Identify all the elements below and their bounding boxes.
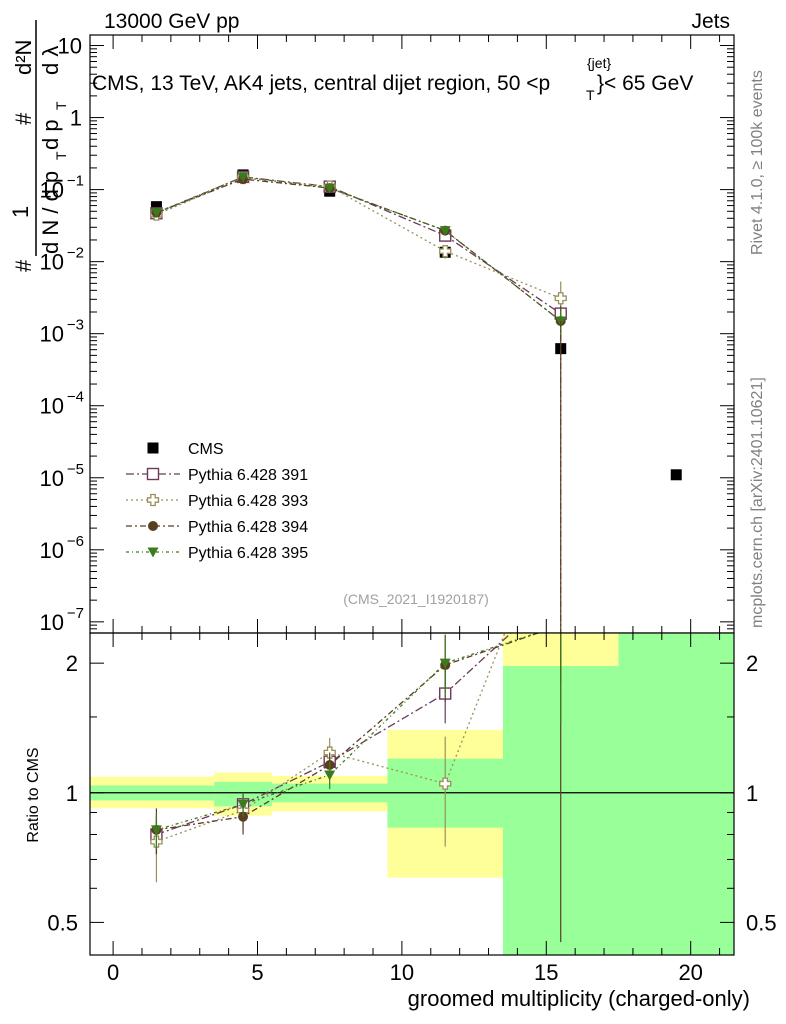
legend-marker-0 xyxy=(147,442,159,454)
x-tick-label-2: 10 xyxy=(390,960,414,985)
x-tick-label-1: 5 xyxy=(251,960,263,985)
ratio-point-3-0 xyxy=(150,825,162,836)
header-right-label: Jets xyxy=(691,10,730,33)
main-point-2-4 xyxy=(554,292,567,305)
rivet-version-label: Rivet 4.1.0, ≥ 100k events xyxy=(749,70,766,255)
x-tick-label-0: 0 xyxy=(107,960,119,985)
x-axis-label: groomed multiplicity (charged-only) xyxy=(408,986,750,1011)
main-ytick-exp-4: −3 xyxy=(67,317,84,334)
ratio-axis-ticks: 2 2 1 1 0.5 0.5 0 5 10 15 20 xyxy=(47,633,777,985)
ratio-point-3-3 xyxy=(439,658,451,669)
main-ytick-label-5: 10 xyxy=(40,394,64,419)
ratio-ytick-label-0: 2 xyxy=(66,651,78,676)
legend-marker-2 xyxy=(146,493,160,507)
ylabel-dp-sub: T xyxy=(53,101,69,110)
ratio-ytick-label-right-2: 0.5 xyxy=(746,910,777,935)
ylabel-den: d N / d p xyxy=(38,171,63,254)
plot-title-subscript: T xyxy=(586,87,595,103)
header-left-label: 13000 GeV pp xyxy=(104,10,239,33)
main-ytick-label-2: 10 xyxy=(40,178,64,203)
ylabel-num2: # xyxy=(11,112,36,125)
main-ytick-label-0: 10 xyxy=(58,34,82,59)
legend-marker-1 xyxy=(146,467,160,481)
plot-title: CMS, 13 TeV, AK4 jets, central dijet reg… xyxy=(92,55,693,103)
ylabel-hash: # xyxy=(11,259,36,272)
main-series-1 xyxy=(150,170,567,331)
ratio-ytick-label-1: 1 xyxy=(66,781,78,806)
ylabel-dlam: d λ xyxy=(38,46,63,75)
main-ytick-label-4: 10 xyxy=(40,322,64,347)
main-point-4-3 xyxy=(439,226,451,237)
main-series-line-2 xyxy=(156,177,561,299)
legend-label-0: CMS xyxy=(188,441,224,458)
main-ytick-label-1: 1 xyxy=(70,106,82,131)
main-plot-frame xyxy=(89,34,735,634)
plot-title-end: }< 65 GeV xyxy=(597,72,693,95)
main-point-4-1 xyxy=(237,172,249,183)
ratio-series-3 xyxy=(150,633,562,850)
main-ytick-exp-3: −2 xyxy=(67,245,84,262)
main-series-line-4 xyxy=(156,176,562,322)
main-series-2 xyxy=(150,171,567,324)
main-point-2-3 xyxy=(439,244,452,258)
ratio-series-line-2 xyxy=(156,633,541,831)
main-ytick-label-7: 10 xyxy=(40,538,64,563)
ylabel-den-sub: T xyxy=(53,151,69,160)
main-ytick-exp-8: −7 xyxy=(67,605,84,622)
main-ytick-exp-7: −6 xyxy=(67,533,84,550)
main-ytick-label-3: 10 xyxy=(40,250,64,275)
x-tick-label-4: 20 xyxy=(678,960,702,985)
ratio-point-3-2 xyxy=(324,770,336,781)
ratio-plot-frame xyxy=(89,632,735,956)
ylabel-one: 1 xyxy=(8,206,33,218)
mcplots-label: mcplots.cern.ch [arXiv:2401.10621] xyxy=(749,377,766,628)
main-ytick-exp-2: −1 xyxy=(67,173,84,190)
main-ytick-label-8: 10 xyxy=(40,610,64,635)
legend-marker-3 xyxy=(148,521,158,531)
main-plot-area xyxy=(150,169,682,633)
ratio-uncertainty-bands xyxy=(90,633,734,955)
main-ytick-exp-6: −5 xyxy=(67,461,84,478)
plot-title-text: CMS, 13 TeV, AK4 jets, central dijet reg… xyxy=(92,72,550,95)
main-series-line-1 xyxy=(156,176,562,315)
cms-point-0 xyxy=(150,201,162,213)
ratio-band-10 xyxy=(618,633,734,955)
main-point-4-0 xyxy=(150,208,162,219)
main-series-line-3 xyxy=(156,178,562,322)
main-plot-marks xyxy=(150,169,682,633)
main-series-4 xyxy=(150,172,567,337)
main-ytick-exp-5: −4 xyxy=(67,389,84,406)
plot-title-superscript: {jet} xyxy=(587,55,611,71)
main-series-0 xyxy=(150,169,682,481)
legend: CMS Pythia 6.428 391 Pythia 6.428 393 Pythi… xyxy=(126,441,308,562)
cms-point-5 xyxy=(670,469,682,481)
legend-label-1: Pythia 6.428 391 xyxy=(188,467,308,484)
ratio-point-1-3 xyxy=(439,777,452,790)
ratio-point-1-2 xyxy=(323,746,336,759)
x-tick-label-3: 15 xyxy=(534,960,558,985)
analysis-id-label: (CMS_2021_I1920187) xyxy=(343,591,489,607)
main-y-axis-label: # 1 d N / d p T # d p T d²N d λ xyxy=(8,20,69,272)
legend-label-3: Pythia 6.428 394 xyxy=(188,519,308,536)
main-ytick-label-6: 10 xyxy=(40,466,64,491)
ratio-ytick-label-right-1: 1 xyxy=(746,781,758,806)
ratio-ytick-label-2: 0.5 xyxy=(47,910,78,935)
ratio-plot-marks xyxy=(150,633,562,943)
ratio-ytick-label-right-0: 2 xyxy=(746,651,758,676)
ylabel-dp: d p xyxy=(38,119,63,150)
main-point-4-2 xyxy=(324,183,336,194)
ratio-plot-area xyxy=(90,633,734,955)
legend-label-4: Pythia 6.428 395 xyxy=(188,545,308,562)
legend-label-2: Pythia 6.428 393 xyxy=(188,493,308,510)
legend-marker-4 xyxy=(147,547,159,558)
ylabel-d2n: d²N xyxy=(11,40,36,75)
ratio-point-3-1 xyxy=(237,799,249,810)
ratio-y-axis-label: Ratio to CMS xyxy=(25,747,42,842)
